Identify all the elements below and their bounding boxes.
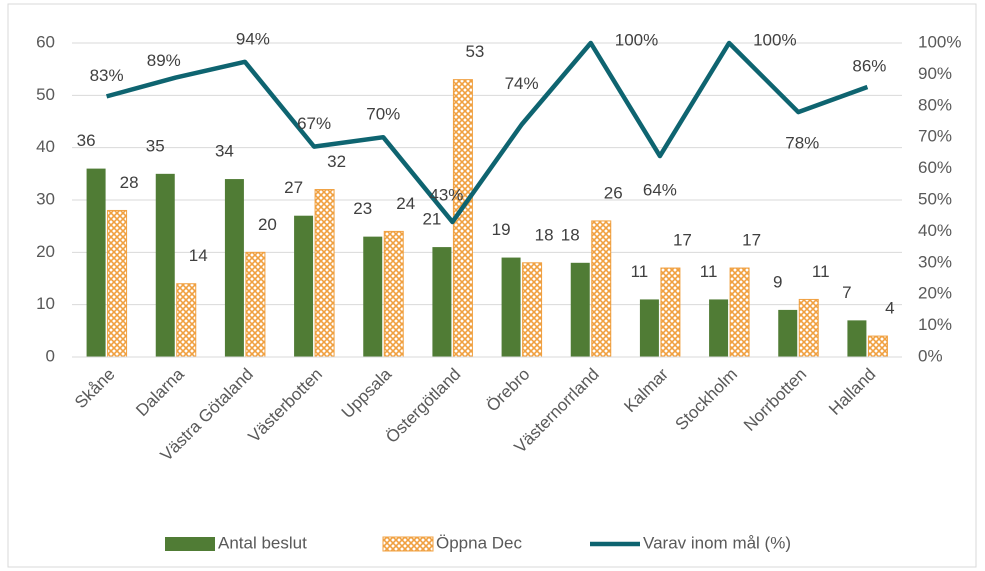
y2-tick-label: 90% <box>918 64 952 83</box>
y-tick-label: 0 <box>46 346 55 365</box>
bar <box>570 262 590 357</box>
bar <box>294 215 314 357</box>
bar <box>432 247 452 357</box>
y-tick-label: 30 <box>36 189 55 208</box>
line-value-label: 94% <box>236 29 270 48</box>
bar-value-label: 11 <box>812 262 830 281</box>
y2-tick-label: 60% <box>918 158 952 177</box>
legend-label: Antal beslut <box>218 533 307 552</box>
y2-tick-label: 0% <box>918 346 943 365</box>
line-value-label: 74% <box>505 74 539 93</box>
bar <box>224 179 244 357</box>
bar-value-label: 11 <box>631 262 649 281</box>
bar-value-label: 35 <box>146 136 165 155</box>
y-tick-label: 40 <box>36 137 55 156</box>
bar-value-label: 26 <box>604 183 623 202</box>
y2-tick-label: 40% <box>918 221 952 240</box>
bar-value-label: 17 <box>742 231 761 250</box>
bar <box>798 298 819 358</box>
line-value-label: 70% <box>366 105 400 124</box>
y2-tick-label: 50% <box>918 189 952 208</box>
bar <box>660 267 681 358</box>
bar <box>314 189 335 358</box>
y2-tick-label: 70% <box>918 127 952 146</box>
y2-tick-label: 80% <box>918 95 952 114</box>
bar-value-label: 32 <box>327 152 346 171</box>
bar-value-label: 17 <box>673 231 692 250</box>
y-tick-label: 20 <box>36 242 55 261</box>
bar <box>176 283 197 358</box>
bar <box>383 230 404 358</box>
bar-value-label: 7 <box>842 283 851 302</box>
bar <box>778 309 798 357</box>
bar <box>847 320 867 357</box>
bar <box>86 168 106 357</box>
bar-value-label: 18 <box>535 225 554 244</box>
y2-tick-label: 100% <box>918 32 961 51</box>
line-value-label: 67% <box>297 114 331 133</box>
y-tick-label: 10 <box>36 294 55 313</box>
bar-value-label: 27 <box>284 178 303 197</box>
bar-value-label: 20 <box>258 215 277 234</box>
bar-value-label: 19 <box>492 220 511 239</box>
bar-value-label: 24 <box>396 194 415 213</box>
bar <box>591 220 612 358</box>
y-tick-label: 60 <box>36 32 55 51</box>
bar-value-label: 36 <box>77 131 96 150</box>
bar <box>729 267 750 358</box>
y-tick-label: 50 <box>36 85 55 104</box>
line-value-label: 78% <box>785 134 819 153</box>
y2-tick-label: 10% <box>918 315 952 334</box>
chart-frame <box>7 3 977 568</box>
line-value-label: 100% <box>753 30 796 49</box>
bar-value-label: 21 <box>422 210 441 229</box>
bar-value-label: 18 <box>561 225 580 244</box>
bar-value-label: 23 <box>353 199 372 218</box>
bar <box>363 236 383 357</box>
bar-value-label: 53 <box>465 42 484 61</box>
y2-tick-label: 20% <box>918 284 952 303</box>
bar-value-label: 14 <box>189 246 208 265</box>
legend-label: Öppna Dec <box>436 533 522 552</box>
bar <box>501 257 521 357</box>
legend-swatch <box>165 537 215 551</box>
line-value-label: 86% <box>852 56 886 75</box>
bar-value-label: 9 <box>773 272 782 291</box>
line-series <box>105 40 869 225</box>
legend-swatch <box>382 536 434 552</box>
bar-value-label: 34 <box>215 142 234 161</box>
bar <box>107 209 128 358</box>
y2-tick-label: 30% <box>918 252 952 271</box>
bar-value-label: 28 <box>120 173 139 192</box>
line-value-label: 100% <box>615 30 658 49</box>
bar-value-label: 4 <box>885 299 894 318</box>
bar <box>709 299 729 357</box>
bar <box>867 335 888 358</box>
bar <box>639 299 659 357</box>
bar <box>522 262 543 358</box>
bar <box>155 173 175 357</box>
line-value-label: 89% <box>147 51 181 70</box>
line-value-label: 83% <box>90 66 124 85</box>
line-value-label: 64% <box>643 181 677 200</box>
line-value-label: 43% <box>429 185 463 204</box>
bar-value-label: 11 <box>700 262 718 281</box>
bar <box>245 251 266 358</box>
legend-label: Varav inom mål (%) <box>643 533 791 552</box>
